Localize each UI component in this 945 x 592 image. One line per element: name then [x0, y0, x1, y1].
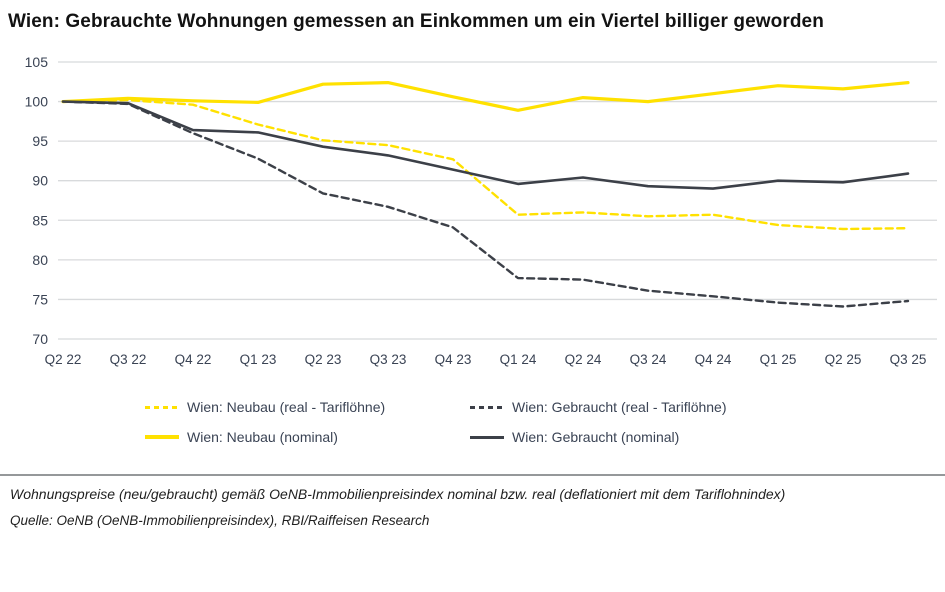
chart-legend: Wien: Neubau (real - Tariflöhne) Wien: G… — [145, 392, 945, 452]
x-axis-tick-label: Q2 22 — [45, 352, 82, 367]
x-axis-tick-label: Q2 23 — [305, 352, 342, 367]
legend-swatch-dark-solid — [470, 435, 504, 439]
series-line-0 — [61, 98, 910, 231]
x-axis-tick-label: Q3 25 — [890, 352, 927, 367]
x-axis-tick-label: Q3 24 — [630, 352, 667, 367]
legend-label: Wien: Neubau (nominal) — [187, 429, 338, 445]
legend-item-gebraucht-nominal: Wien: Gebraucht (nominal) — [470, 422, 945, 452]
legend-item-neubau-real: Wien: Neubau (real - Tariflöhne) — [145, 392, 470, 422]
series-line-2 — [61, 80, 910, 112]
x-axis-tick-label: Q2 24 — [565, 352, 602, 367]
legend-swatch-dark-dashed — [470, 405, 504, 409]
x-axis-tick-label: Q1 25 — [760, 352, 797, 367]
x-axis-tick-label: Q4 22 — [175, 352, 212, 367]
series-line-3 — [61, 100, 910, 190]
x-axis-tick-label: Q4 23 — [435, 352, 472, 367]
line-chart: 105 100 95 90 85 80 75 70 Q2 22 Q3 22 Q4 22 Q1 23 Q2… — [25, 54, 937, 367]
y-axis-tick-label: 70 — [32, 331, 48, 347]
x-axis-tick-label: Q2 25 — [825, 352, 862, 367]
y-axis-tick-label: 75 — [32, 291, 48, 307]
y-axis-tick-label: 80 — [32, 252, 48, 268]
source-text: Quelle: OeNB (OeNB-Immobilienpreisindex)… — [10, 513, 430, 529]
legend-swatch-yellow-dashed — [145, 405, 179, 409]
chart-title: Wien: Gebrauchte Wohnungen gemessen an E… — [8, 11, 824, 32]
y-axis-tick-label: 100 — [25, 94, 49, 110]
legend-label: Wien: Gebraucht (nominal) — [512, 429, 680, 445]
x-axis-tick-label: Q1 24 — [500, 352, 537, 367]
y-axis-tick-label: 105 — [25, 54, 49, 70]
y-axis-tick-label: 85 — [32, 212, 48, 228]
legend-swatch-yellow-solid — [145, 435, 179, 439]
legend-label: Wien: Gebraucht (real - Tariflöhne) — [512, 399, 727, 415]
plot-area: 105 100 95 90 85 80 75 70 Q2 22 Q3 22 Q4 22 Q1 23 Q2… — [0, 42, 945, 382]
series-line-1 — [61, 100, 910, 308]
legend-item-neubau-nominal: Wien: Neubau (nominal) — [145, 422, 470, 452]
chart-footer: Wohnungspreise (neu/gebraucht) gemäß OeN… — [0, 474, 945, 528]
x-axis-tick-label: Q3 22 — [110, 352, 147, 367]
footnote-text: Wohnungspreise (neu/gebraucht) gemäß OeN… — [10, 486, 786, 502]
x-axis-tick-label: Q4 24 — [695, 352, 732, 367]
y-axis-tick-label: 90 — [32, 173, 48, 189]
y-axis-tick-label: 95 — [32, 133, 48, 149]
legend-label: Wien: Neubau (real - Tariflöhne) — [187, 399, 386, 415]
x-axis-tick-label: Q1 23 — [240, 352, 277, 367]
x-axis-tick-label: Q3 23 — [370, 352, 407, 367]
legend-item-gebraucht-real: Wien: Gebraucht (real - Tariflöhne) — [470, 392, 945, 422]
